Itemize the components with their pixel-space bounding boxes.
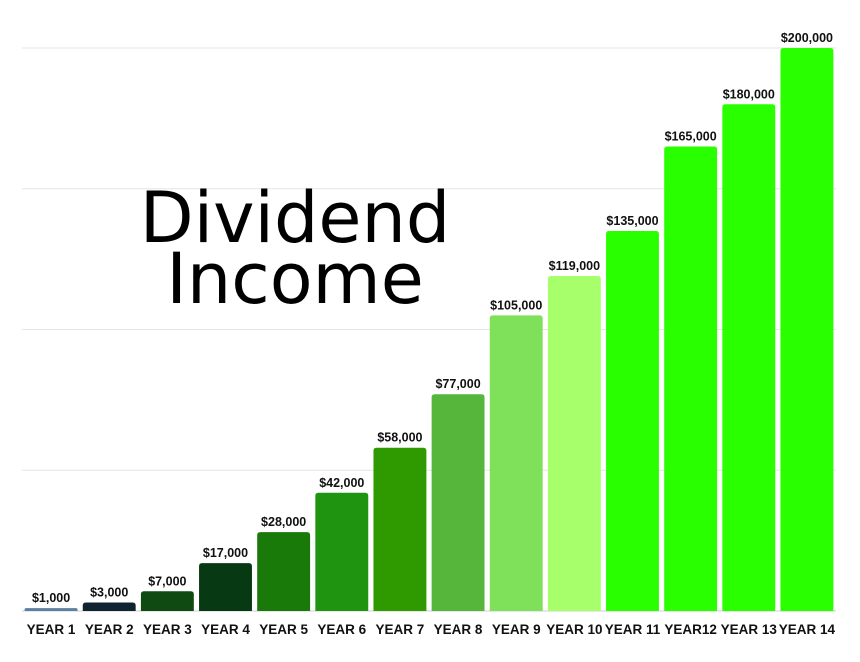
x-tick-labels: YEAR 1 YEAR 2 YEAR 3 YEAR 4 YEAR 5 YEAR 6 YEAR… bbox=[27, 622, 836, 637]
bar-value-label: $1,000 bbox=[32, 591, 70, 605]
bar-value-label: $119,000 bbox=[549, 259, 600, 273]
bar bbox=[431, 394, 485, 611]
bar bbox=[315, 492, 369, 611]
x-tick-label: YEAR 8 bbox=[434, 622, 483, 637]
x-tick-label: YEAR 14 bbox=[779, 622, 836, 637]
bar bbox=[664, 146, 718, 611]
bar bbox=[199, 563, 252, 611]
x-tick-label: YEAR 11 bbox=[605, 622, 661, 637]
bar-value-label: $28,000 bbox=[261, 515, 306, 529]
x-tick-label: YEAR 6 bbox=[317, 622, 366, 637]
x-tick-label: YEAR 10 bbox=[546, 622, 602, 637]
chart-title-line-2: Income bbox=[166, 238, 424, 320]
x-tick-label: YEAR 3 bbox=[143, 622, 192, 637]
bar bbox=[257, 532, 311, 611]
bar-value-label: $17,000 bbox=[203, 546, 248, 560]
x-tick-label: YEAR 1 bbox=[27, 622, 76, 637]
x-tick-label: YEAR 9 bbox=[492, 622, 541, 637]
bar-value-label: $3,000 bbox=[90, 586, 128, 600]
bar bbox=[547, 276, 601, 611]
bar-value-label: $7,000 bbox=[148, 574, 186, 588]
x-tick-label: YEAR 13 bbox=[721, 622, 778, 637]
bar-value-label: $58,000 bbox=[377, 431, 422, 445]
x-tick-label: YEAR 2 bbox=[85, 622, 134, 637]
bar bbox=[140, 591, 194, 611]
bar bbox=[489, 315, 543, 611]
bar bbox=[373, 447, 427, 611]
bar bbox=[24, 608, 78, 611]
bar-value-label: $165,000 bbox=[665, 130, 717, 144]
bar bbox=[82, 602, 136, 611]
x-tick-label: YEAR 7 bbox=[376, 622, 425, 637]
bar-value-label: $42,000 bbox=[319, 476, 364, 490]
bar-value-label: $77,000 bbox=[435, 377, 480, 391]
chart-title: Dividend Income bbox=[110, 177, 480, 320]
bar-value-label: $200,000 bbox=[781, 31, 833, 45]
bar bbox=[606, 230, 659, 611]
bar-value-label: $105,000 bbox=[490, 298, 542, 312]
x-tick-label: YEAR 5 bbox=[259, 622, 308, 637]
x-tick-label: YEAR 4 bbox=[201, 622, 250, 637]
x-tick-label: YEAR12 bbox=[664, 622, 717, 637]
bars bbox=[24, 48, 834, 612]
bar-value-label: $135,000 bbox=[606, 214, 658, 228]
bar bbox=[722, 104, 776, 612]
bar bbox=[780, 48, 834, 611]
value-labels: $1,000 $3,000 $7,000 $17,000 $28,000 $42,000 $… bbox=[32, 31, 833, 605]
bar-value-label: $180,000 bbox=[723, 87, 775, 101]
chart-title-line-1: Dividend bbox=[139, 177, 451, 259]
